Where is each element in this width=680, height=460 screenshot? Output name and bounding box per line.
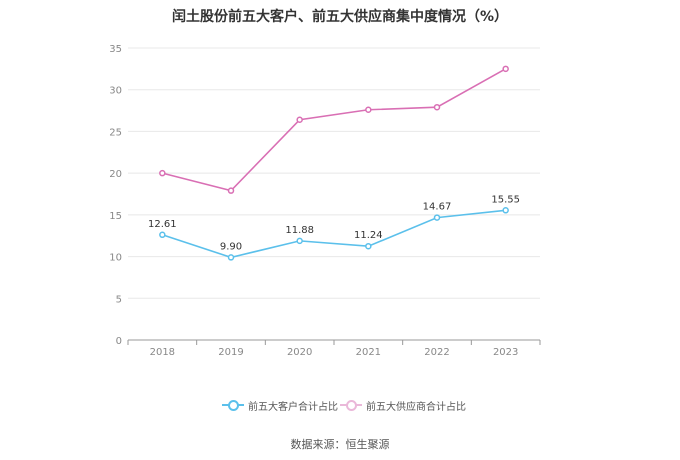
y-tick-label: 15 [109,211,122,222]
legend-item-suppliers[interactable]: 前五大供应商合计占比 [340,397,466,413]
data-point [296,116,303,123]
series-line-0 [162,209,506,259]
data-label: 11.88 [285,225,314,236]
data-point [365,106,372,113]
legend-line-marker-icon [340,397,362,413]
x-tick-label: 2022 [424,347,449,358]
data-point [433,103,441,111]
data-label: 14.67 [423,202,452,213]
data-point [159,231,166,239]
x-tick-label: 2023 [493,347,518,358]
data-labels: 12.61 9.90 11.88 11.24 14.67 15.55 [148,194,520,252]
x-tick-label: 2018 [150,347,175,358]
y-tick-label: 5 [116,294,122,305]
y-tick-label: 10 [109,253,122,264]
legend-label: 前五大客户合计占比 [248,401,338,413]
y-tick-label: 30 [109,86,122,97]
legend-item-customers[interactable]: 前五大客户合计占比 [222,397,338,413]
y-tick-label: 35 [109,44,122,55]
data-point [365,242,372,250]
data-source-note: 数据来源：恒生聚源 [290,438,390,451]
grid-lines [128,47,540,299]
data-point [296,237,303,245]
series-line-1 [162,68,507,192]
x-tick-label: 2020 [287,347,312,358]
data-label: 11.24 [354,230,383,241]
series-lines [159,65,509,261]
data-point [159,169,166,177]
y-tick-label: 25 [109,127,122,138]
legend-label: 前五大供应商合计占比 [366,401,466,413]
legend-line-marker-icon [222,397,244,413]
data-point [502,65,509,73]
data-point [227,187,235,194]
data-point [502,207,509,214]
data-label: 12.61 [148,219,177,230]
data-label: 9.90 [220,241,242,252]
axes: 0 5 10 15 20 25 30 35 2018 2019 2020 2021 2022 2023 [109,44,541,358]
y-tick-label: 0 [116,336,122,347]
data-point [433,214,441,221]
data-point [227,254,235,261]
x-tick-label: 2021 [356,347,381,358]
y-tick-label: 20 [109,169,122,180]
data-label: 15.55 [491,194,520,205]
x-tick-label: 2019 [218,347,243,358]
chart-title: 闰土股份前五大客户、前五大供应商集中度情况（%） [171,9,509,25]
